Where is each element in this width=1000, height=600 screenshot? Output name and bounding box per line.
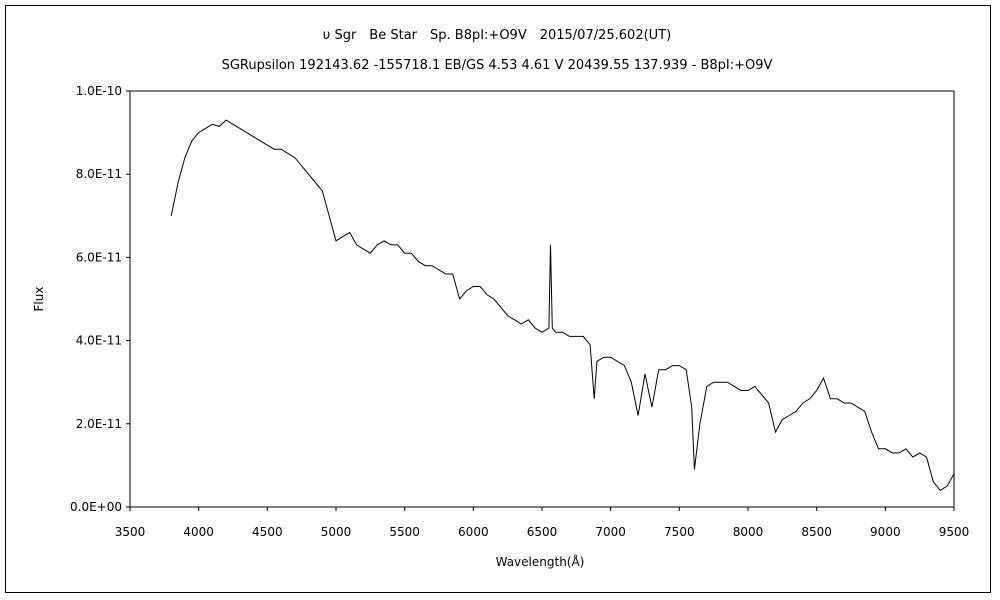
x-tick-label: 5500: [389, 525, 420, 539]
x-axis-label: Wavelength(Å): [496, 554, 585, 569]
x-tick-label: 8000: [733, 525, 764, 539]
x-tick-label: 4500: [252, 525, 283, 539]
spectrum-line: [170, 119, 955, 492]
y-tick-label: 1.0E-10: [76, 84, 122, 98]
y-axis: 0.0E+00 2.0E-11 4.0E-11 6.0E-11 8.0E-11 1.0E-…: [70, 84, 130, 514]
x-tick-label: 7000: [595, 525, 626, 539]
x-tick-label: 4000: [183, 525, 214, 539]
plot-area: [129, 90, 955, 508]
y-tick-label: 6.0E-11: [76, 250, 122, 264]
x-tick-label: 6000: [458, 525, 489, 539]
x-tick-label: 7500: [664, 525, 695, 539]
y-tick-label: 2.0E-11: [76, 417, 122, 431]
y-axis-label: Flux: [32, 287, 46, 312]
y-tick-label: 8.0E-11: [76, 167, 122, 181]
x-axis: 3500 4000 4500 5000 5500 6000 6500 7000 7500 8000…: [115, 507, 970, 539]
x-tick-label: 6500: [527, 525, 558, 539]
y-tick-label: 4.0E-11: [76, 334, 122, 348]
chart-subtitle: SGRupsilon 192143.62 -155718.1 EB/GS 4.5…: [222, 58, 773, 73]
x-tick-label: 9500: [939, 525, 970, 539]
y-tick-label: 0.0E+00: [70, 500, 122, 514]
x-tick-label: 9000: [870, 525, 901, 539]
x-tick-label: 3500: [115, 525, 146, 539]
x-tick-label: 5000: [321, 525, 352, 539]
chart-title: υ Sgr Be Star Sp. B8pI:+O9V 2015/07/25.6…: [323, 28, 671, 43]
x-tick-label: 8500: [801, 525, 832, 539]
